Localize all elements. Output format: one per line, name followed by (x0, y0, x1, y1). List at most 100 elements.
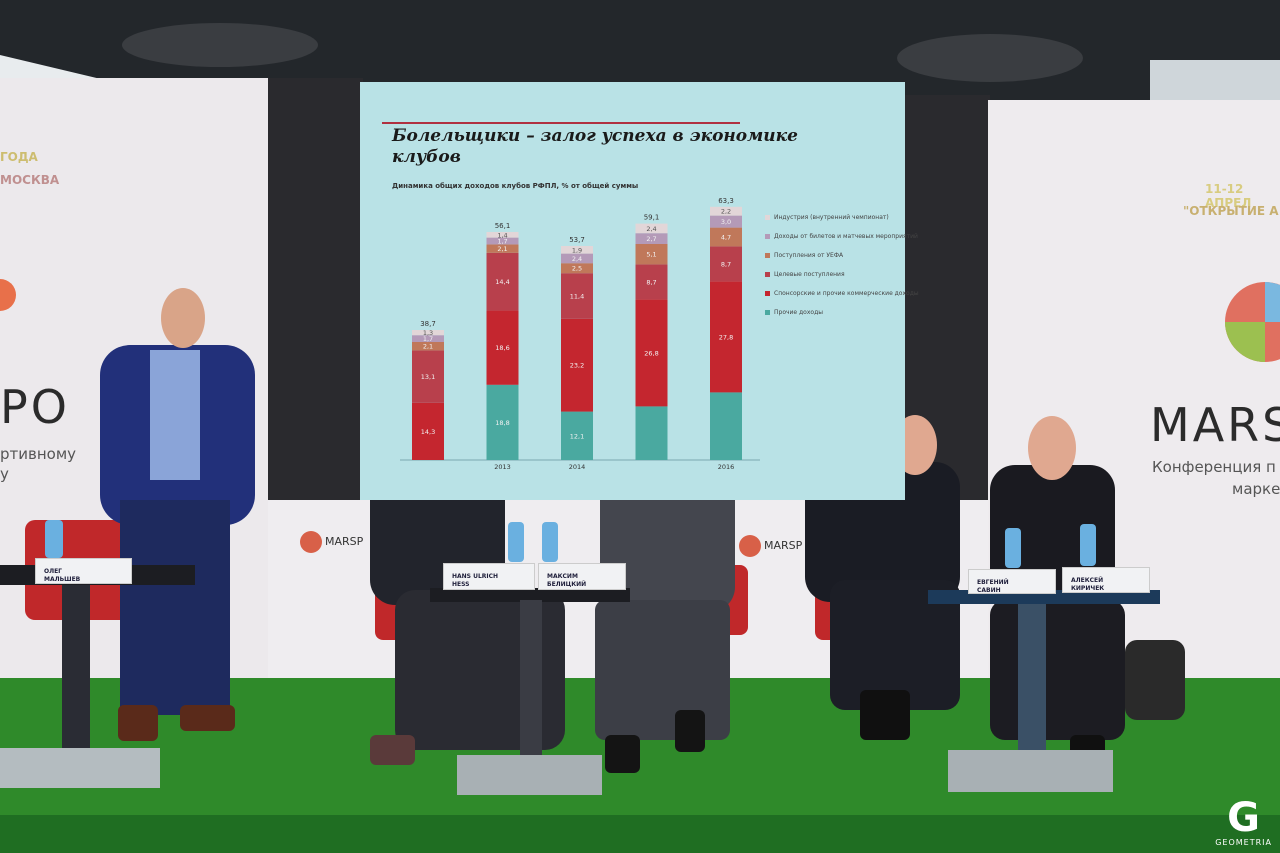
legend-swatch (765, 310, 770, 315)
backdrop-date: 11-12 АПРЕЛ (1205, 182, 1252, 210)
legend-swatch (765, 272, 770, 277)
legend-item: Спонсорские и прочие коммерческие доходы (765, 290, 919, 297)
data-label: 2,7 (646, 235, 656, 243)
bar-segment (412, 335, 444, 342)
name-plate-line: КИРИЧЕК (1071, 585, 1105, 592)
bar-segment (486, 232, 519, 238)
bar-segment (710, 246, 742, 282)
bar-segment (635, 223, 668, 234)
legend-swatch (765, 234, 770, 239)
banner-brand: MARSP (764, 539, 803, 552)
data-label: 12,1 (570, 432, 584, 440)
marspo-logo-right (1225, 282, 1280, 362)
bar-segment (561, 246, 593, 254)
x-tick-label: 2016 (718, 463, 735, 471)
bar-segment (710, 227, 742, 247)
legend-item: Поступления от УЕФА (765, 252, 919, 259)
name-plate: АЛЕКСЕЙ КИРИЧЕК (1062, 567, 1150, 593)
bar-segment (710, 392, 742, 460)
data-label: 5,1 (646, 251, 656, 259)
data-label: 14,3 (421, 428, 435, 436)
legend-label: Поступления от УЕФА (774, 252, 844, 259)
banner-logo-icon (300, 531, 322, 553)
data-label: 23,2 (570, 362, 584, 370)
bar-segment (486, 237, 519, 245)
bar-segment (561, 411, 593, 460)
bar-segment (635, 406, 668, 460)
water-bottles (45, 520, 1096, 568)
legend-item: Доходы от билетов и матчевых мероприятий (765, 233, 919, 240)
marspo-logo-left (0, 279, 16, 311)
data-label: 26,8 (644, 349, 658, 357)
name-plate-line: HANS ULRICH (452, 573, 499, 580)
backdrop-brand: MARS (1150, 398, 1280, 452)
x-tick-label: 2013 (494, 463, 511, 471)
stacked-bar-chart: 14,313,12,11,71,338,718,818,614,42,11,71… (400, 197, 760, 471)
bar-segment (486, 252, 519, 311)
name-plate: HANS ULRICH HESS (443, 563, 535, 590)
legend-label: Доходы от билетов и матчевых мероприятий (774, 233, 918, 240)
chart-subtitle: Динамика общих доходов клубов РФПЛ, % от… (392, 182, 639, 190)
data-label: 18,8 (495, 419, 509, 427)
data-label: 2,5 (572, 265, 582, 273)
name-plate-line: МАКСИМ (547, 573, 578, 580)
table-center (430, 588, 630, 795)
name-plate-line: ОЛЕГ (44, 568, 63, 575)
table-right (928, 590, 1160, 792)
data-label: 3,0 (721, 218, 731, 226)
data-label: 2,1 (423, 343, 433, 351)
bar-segment (710, 281, 742, 393)
legend-item: Прочие доходы (765, 309, 919, 316)
legend-swatch (765, 215, 770, 220)
banner-brand: MARSP (325, 535, 364, 548)
total-label: 63,3 (718, 197, 734, 205)
backdrop-event: "ОТКРЫТИЕ А (1183, 204, 1279, 218)
projected-slide: Болельщики – залог успеха в экономике кл… (360, 82, 919, 500)
bar-segment (486, 310, 519, 385)
data-label: 1,7 (423, 335, 433, 343)
bar-segment (561, 253, 593, 264)
data-label: 14,4 (495, 278, 509, 286)
geometria-logo-text: GEOMETRIA (1215, 838, 1272, 847)
total-label: 59,1 (644, 214, 660, 222)
data-label: 2,1 (497, 245, 507, 253)
backdrop-date: ГОДА (0, 150, 38, 164)
data-label: 2,2 (721, 208, 731, 216)
legend-label: Индустрия (внутренний чемпионат) (774, 214, 889, 221)
total-label: 38,7 (420, 320, 436, 328)
data-label: 13,1 (421, 373, 435, 381)
chart-legend: Индустрия (внутренний чемпионат) Доходы о… (765, 214, 919, 316)
backdrop-tagline-2: марке (1232, 480, 1280, 498)
name-plate-line: МАЛЬШЕВ (44, 576, 81, 583)
ceiling-lamp (897, 34, 1083, 82)
bar-segment (710, 215, 742, 228)
stage-edge (0, 815, 1280, 853)
bar-segment (635, 244, 668, 265)
data-label: 1,7 (497, 238, 507, 246)
legend-label: Спонсорские и прочие коммерческие доходы (774, 290, 919, 297)
name-plate: МАКСИМ БЕЛИЦКИЙ (538, 563, 626, 590)
data-label: 27,8 (719, 333, 733, 341)
backdrop-brand: PO (0, 380, 70, 434)
legend-label: Целевые поступления (774, 271, 845, 278)
name-plate-line: ЕВГЕНИЙ (977, 579, 1009, 586)
name-plate-line: АЛЕКСЕЙ (1071, 577, 1104, 584)
data-label: 1,9 (572, 246, 582, 254)
bar-segment (486, 244, 519, 253)
geometria-logo-mark: G (1227, 795, 1261, 841)
bar-segment (412, 350, 444, 403)
bar-segment (635, 233, 668, 244)
data-label: 8,7 (646, 278, 656, 286)
screen-frame-left (268, 78, 363, 500)
name-plate: ОЛЕГ МАЛЬШЕВ (35, 558, 132, 584)
bar-segment (561, 273, 593, 319)
geometria-watermark: G GEOMETRIA (1215, 798, 1272, 847)
bar-segment (561, 318, 593, 412)
legend-label: Прочие доходы (774, 309, 823, 316)
name-plate-line: БЕЛИЦКИЙ (547, 581, 587, 588)
data-label: 2,4 (572, 255, 582, 263)
total-label: 53,7 (569, 236, 585, 244)
bar-segment (412, 330, 444, 336)
data-label: 1,4 (497, 231, 507, 239)
backdrop-location: МОСКВА (0, 173, 60, 187)
